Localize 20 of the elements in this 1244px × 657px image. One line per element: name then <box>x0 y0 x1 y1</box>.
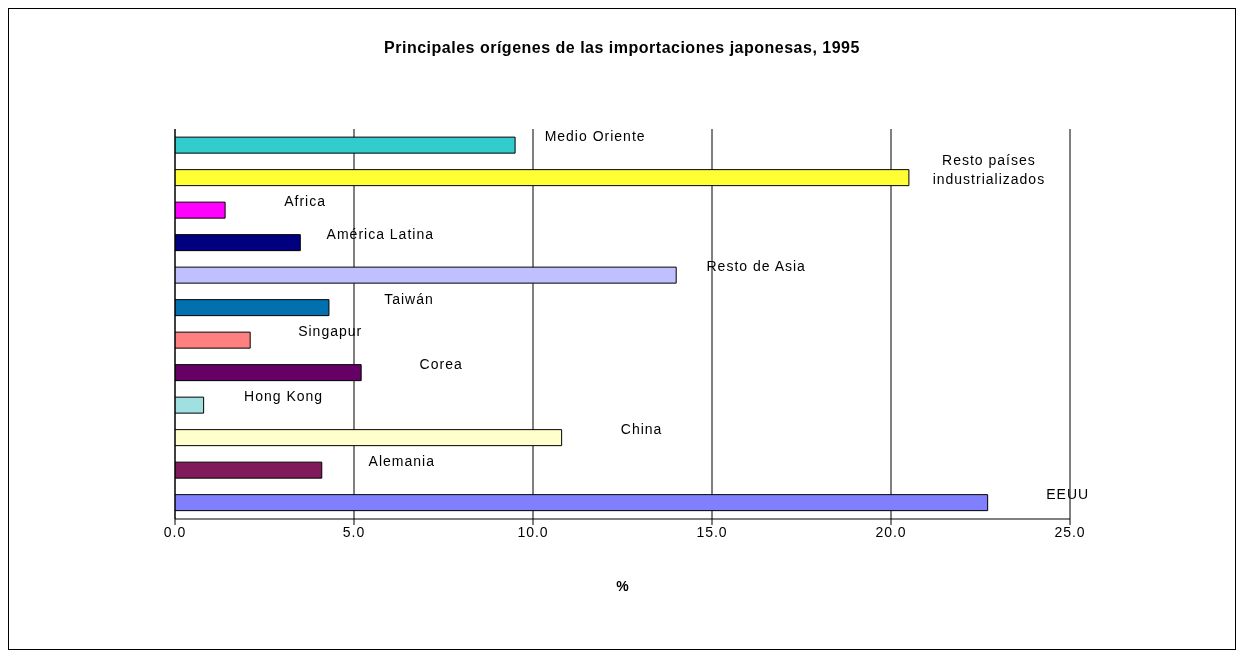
y-tick-label: Resto de Asia <box>706 258 806 275</box>
x-tick-label: 15.0 <box>696 523 728 540</box>
y-tick-label: Corea <box>419 355 463 372</box>
y-tick-label: Alemania <box>368 453 435 470</box>
y-tick-label: China <box>620 420 663 437</box>
y-tick-label: Hong Kong <box>244 388 324 405</box>
y-tick-label: Resto países industrializados <box>932 151 1046 187</box>
x-tick-label: 10.0 <box>517 523 549 540</box>
y-tick-label: Singapur <box>298 323 363 340</box>
x-tick-label: 20.0 <box>875 523 907 540</box>
x-tick-label: 5.0 <box>342 523 366 540</box>
y-tick-label: Taiwán <box>384 290 434 307</box>
chart-title: Principales orígenes de las importaciones japonesas, 1995 <box>383 39 861 57</box>
x-tick-label: 25.0 <box>1054 523 1086 540</box>
y-tick-label: EEUU <box>1046 485 1090 502</box>
y-tick-label: América Latina <box>326 225 434 242</box>
y-tick-label: Medio Oriente <box>544 128 646 145</box>
y-tick-label: Africa <box>284 193 327 210</box>
x-tick-label: 0.0 <box>163 523 187 540</box>
x-axis-title: % <box>616 578 630 594</box>
